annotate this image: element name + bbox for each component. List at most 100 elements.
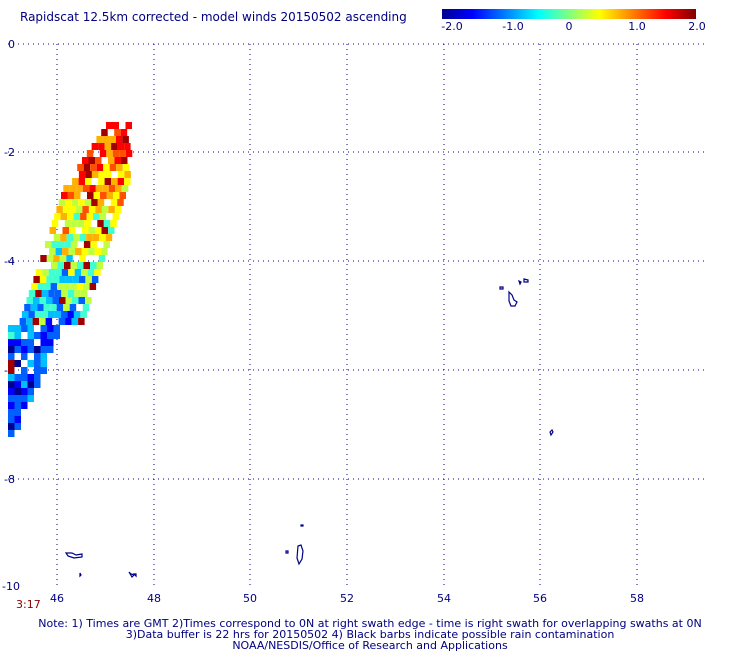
swath-cell bbox=[35, 290, 42, 297]
swath-cell bbox=[64, 220, 72, 227]
swath-cell bbox=[111, 143, 118, 150]
swath-cell bbox=[21, 374, 28, 381]
swath-cell bbox=[78, 199, 85, 206]
swath-cell bbox=[60, 213, 68, 220]
swath-cell bbox=[81, 269, 88, 276]
swath-cell bbox=[21, 339, 28, 346]
swath-cell bbox=[75, 248, 82, 255]
swath-cell bbox=[57, 283, 64, 290]
swath-cell bbox=[61, 192, 68, 199]
swath-cell bbox=[21, 353, 28, 360]
swath-cell bbox=[52, 276, 60, 283]
swath-cell bbox=[82, 227, 89, 234]
swath-cell bbox=[14, 325, 21, 332]
swath-cell bbox=[72, 178, 79, 185]
swath-cell bbox=[45, 318, 53, 325]
swath-cell bbox=[88, 227, 95, 234]
swath-cell bbox=[68, 269, 75, 276]
swath-cell bbox=[66, 255, 73, 262]
swath-cell bbox=[69, 227, 76, 234]
swath-cell bbox=[88, 206, 96, 213]
swath-cell bbox=[34, 346, 41, 353]
swath-cell bbox=[14, 339, 21, 346]
swath-cell bbox=[21, 325, 28, 332]
swath-cell bbox=[106, 192, 113, 199]
swath-cell bbox=[121, 185, 129, 192]
swath-cell bbox=[112, 122, 119, 129]
swath-cell bbox=[58, 318, 66, 325]
scatterometer-swath bbox=[8, 122, 133, 437]
swath-cell bbox=[37, 283, 45, 290]
swath-cell bbox=[59, 297, 66, 304]
swath-cell bbox=[71, 199, 79, 206]
swath-cell bbox=[85, 178, 92, 185]
swath-cell bbox=[8, 325, 15, 332]
swath-cell bbox=[65, 297, 72, 304]
swath-cell bbox=[90, 164, 97, 171]
swath-cell bbox=[41, 311, 48, 318]
swath-cell bbox=[83, 262, 90, 269]
swath-cell bbox=[33, 297, 40, 304]
swath-cell bbox=[44, 241, 52, 248]
swath-cell bbox=[99, 234, 106, 241]
swath-cell bbox=[34, 311, 42, 318]
swath-cell bbox=[88, 157, 95, 164]
swath-cell bbox=[27, 388, 34, 395]
swath-cell bbox=[85, 297, 92, 304]
swath-cell bbox=[113, 192, 120, 199]
swath-cell bbox=[78, 318, 85, 325]
swath-cell bbox=[86, 213, 94, 220]
swath-cell bbox=[117, 143, 125, 150]
swath-cell bbox=[71, 220, 78, 227]
swath-cell bbox=[83, 283, 90, 290]
swath-cell bbox=[70, 241, 78, 248]
swath-cell bbox=[121, 157, 128, 164]
swath-cell bbox=[21, 367, 28, 374]
swath-cell bbox=[100, 192, 107, 199]
swath-cell bbox=[62, 206, 70, 213]
swath-cell bbox=[58, 199, 66, 206]
swath-cell bbox=[92, 234, 100, 241]
swath-cell bbox=[14, 381, 21, 388]
swath-cell bbox=[124, 171, 131, 178]
swath-cell bbox=[69, 304, 77, 311]
swath-cell bbox=[87, 192, 94, 199]
swath-cell bbox=[125, 122, 132, 129]
swath-cell bbox=[83, 241, 91, 248]
swath-cell bbox=[88, 248, 95, 255]
swath-cell bbox=[63, 304, 70, 311]
swath-cell bbox=[14, 416, 21, 423]
colorbar-tick-label: 0 bbox=[565, 20, 573, 33]
swath-cell bbox=[79, 234, 87, 241]
footnote-line-3: NOAA/NESDIS/Office of Research and Appli… bbox=[232, 639, 508, 652]
swath-cell bbox=[82, 157, 89, 164]
swath-cell bbox=[34, 374, 41, 381]
swath-cell bbox=[78, 171, 86, 178]
swath-cell bbox=[26, 318, 33, 325]
swath-cell bbox=[117, 178, 125, 185]
swath-cell bbox=[27, 325, 34, 332]
swath-cell bbox=[91, 171, 99, 178]
swath-cell bbox=[63, 185, 70, 192]
swath-cell bbox=[74, 269, 82, 276]
swath-cell bbox=[90, 241, 97, 248]
swath-cell bbox=[75, 206, 83, 213]
swath-cell bbox=[93, 213, 100, 220]
swath-cell bbox=[95, 185, 103, 192]
swath-cell bbox=[32, 318, 40, 325]
swath-cell bbox=[96, 164, 104, 171]
swath-cell bbox=[24, 304, 31, 311]
swath-cell bbox=[60, 311, 68, 318]
swath-cell bbox=[71, 318, 79, 325]
swath-cell bbox=[70, 283, 77, 290]
colorbar-tick-label: -1.0 bbox=[502, 20, 524, 33]
swath-cell bbox=[110, 220, 117, 227]
swath-cell bbox=[34, 332, 41, 339]
swath-cell bbox=[14, 332, 21, 339]
swath-cell bbox=[101, 206, 109, 213]
swath-cell bbox=[106, 122, 113, 129]
swath-cell bbox=[112, 150, 120, 157]
swath-cell bbox=[55, 269, 62, 276]
colorbar-tick-label: -2.0 bbox=[441, 20, 463, 33]
